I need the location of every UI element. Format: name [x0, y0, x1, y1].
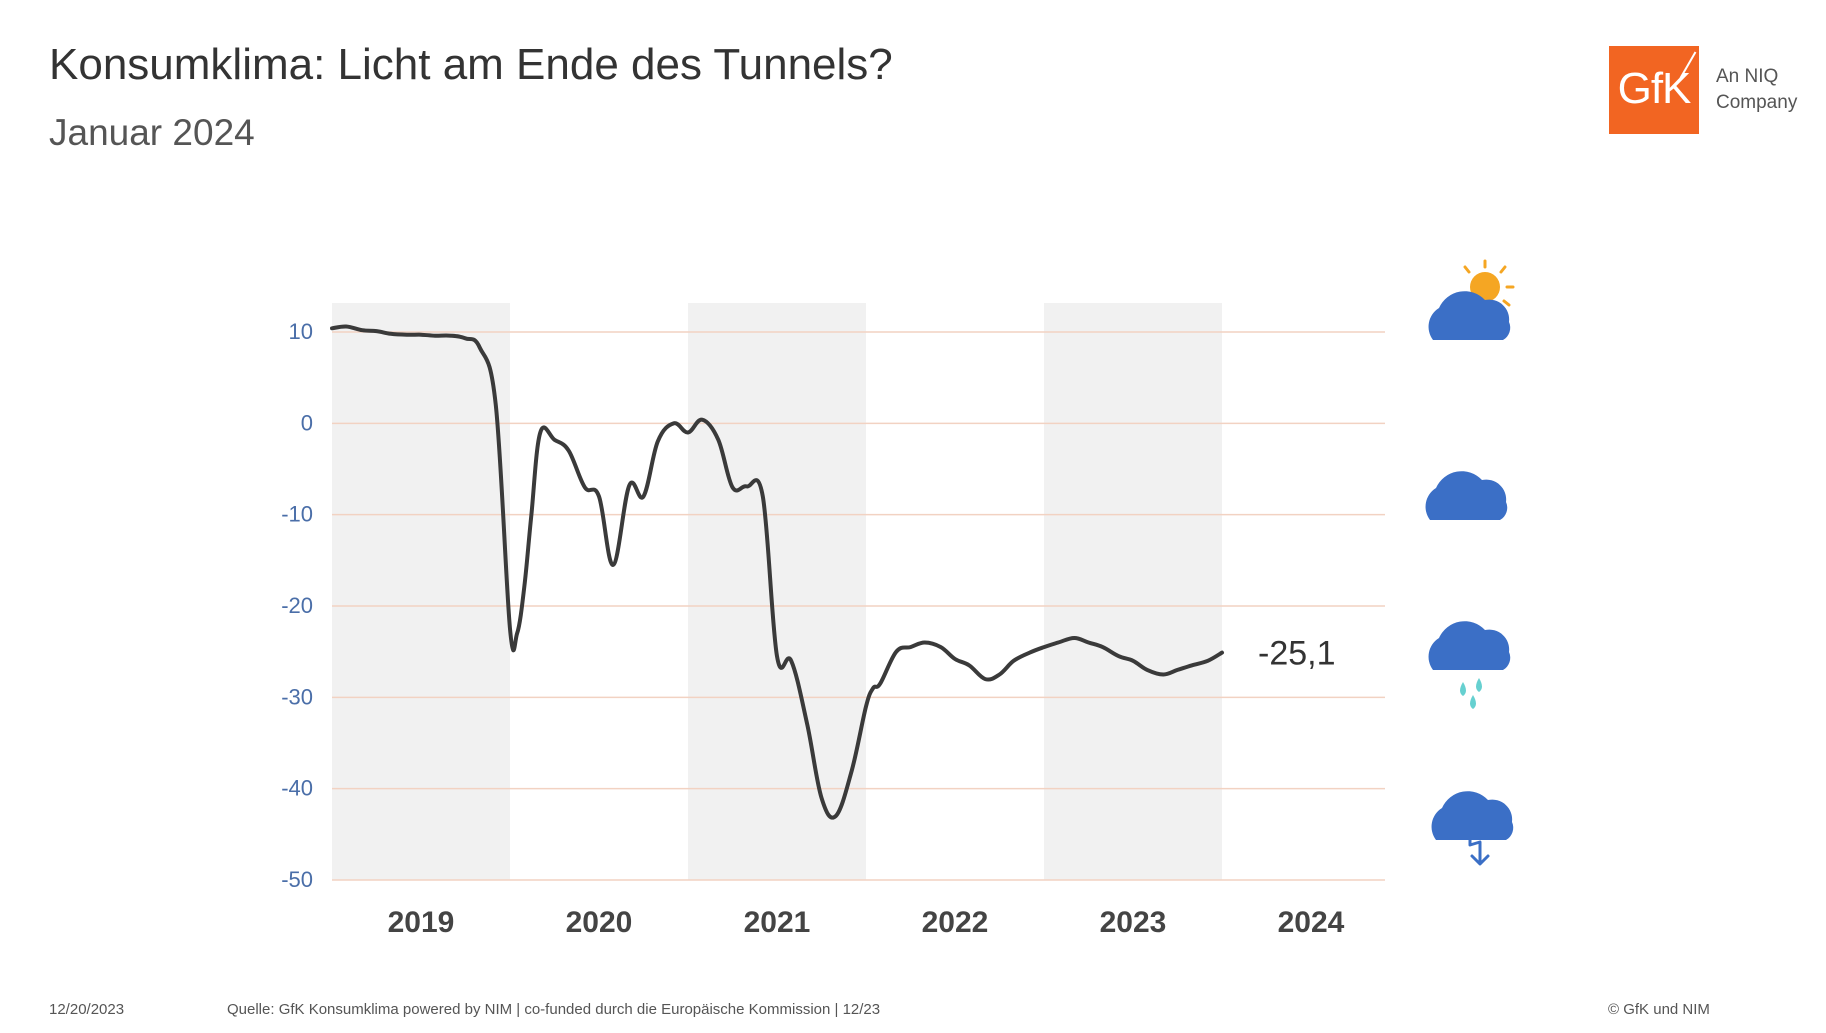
- x-year-label: 2021: [744, 906, 811, 939]
- y-tick-label: -50: [281, 867, 313, 892]
- chart-subtitle: Januar 2024: [49, 112, 255, 153]
- year-band-2021: [688, 303, 866, 880]
- x-year-label: 2022: [922, 906, 989, 939]
- y-tick-label: -10: [281, 502, 313, 527]
- year-band-2023: [1044, 303, 1222, 880]
- y-tick-label: -20: [281, 593, 313, 618]
- thunderstorm-cloud-icon: [1431, 791, 1514, 866]
- consumer-climate-line: [330, 324, 1224, 820]
- y-tick-label: 10: [289, 319, 313, 344]
- x-year-label: 2020: [566, 906, 633, 939]
- y-tick-label: 0: [301, 410, 313, 435]
- y-tick-label: -40: [281, 776, 313, 801]
- last-value-label: -25,1: [1258, 635, 1336, 673]
- cloud-icon: [1425, 471, 1508, 520]
- y-axis-ticks: 10 0 -10 -20 -30 -40 -50: [281, 319, 313, 892]
- footer-source: Quelle: GfK Konsumklima powered by NIM |…: [227, 1001, 881, 1018]
- x-year-label: 2019: [388, 906, 455, 939]
- logo-company-text: An NIQ Company: [1716, 66, 1798, 113]
- x-year-label: 2024: [1278, 906, 1345, 939]
- logo-brand-text: GfK: [1617, 64, 1692, 113]
- y-tick-label: -30: [281, 684, 313, 709]
- footer-copyright: © GfK und NIM: [1608, 1001, 1710, 1018]
- rain-cloud-icon: [1428, 621, 1511, 709]
- x-axis-year-labels: 2019 2020 2021 2022 2023 2024: [388, 906, 1345, 939]
- x-year-label: 2023: [1100, 906, 1167, 939]
- chart-title: Konsumklima: Licht am Ende des Tunnels?: [49, 40, 893, 89]
- grid-lines: [332, 331, 1385, 881]
- line-chart: 100-10-20-30-40-50 2019 2020 2021 2022 2023 2…: [281, 259, 1515, 939]
- sun-cloud-icon: [1428, 259, 1515, 340]
- year-band-2019: [332, 303, 510, 880]
- footer-date: 12/20/2023: [49, 1001, 125, 1018]
- gfk-logo: GfK: [1609, 46, 1699, 134]
- year-bands: [332, 303, 1222, 880]
